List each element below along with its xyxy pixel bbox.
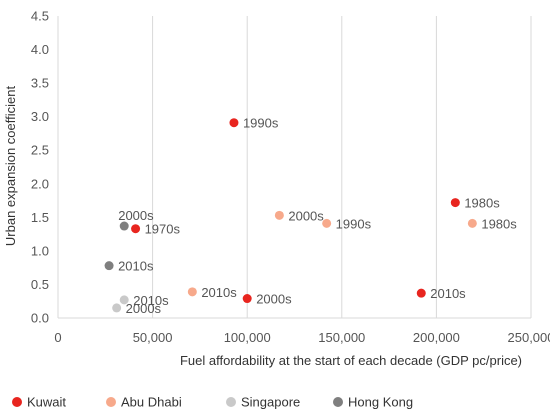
x-tick-label: 100,000	[224, 330, 271, 345]
data-point	[450, 198, 460, 208]
legend: Kuwait Abu Dhabi Singapore Hong Kong	[12, 395, 413, 410]
legend-marker	[12, 397, 22, 407]
legend-label: Kuwait	[27, 395, 66, 410]
y-tick-label: 1.0	[31, 243, 49, 258]
y-tick-label: 0.0	[31, 311, 49, 326]
data-point	[187, 287, 197, 297]
legend-label: Abu Dhabi	[121, 395, 182, 410]
data-point	[131, 224, 141, 234]
data-point	[242, 294, 252, 304]
point-label: 1990s	[243, 116, 279, 131]
point-label: 2000s	[256, 292, 292, 307]
y-tick-label: 4.0	[31, 42, 49, 57]
y-tick-label: 2.5	[31, 143, 49, 158]
point-label: 2000s	[288, 208, 324, 223]
point-label: 1980s	[464, 196, 500, 211]
point-label: 2010s	[201, 285, 237, 300]
data-point	[416, 288, 426, 298]
point-label: 2010s	[430, 286, 466, 301]
y-tick-label: 2.0	[31, 176, 49, 191]
point-label: 1980s	[481, 216, 517, 231]
legend-marker	[106, 397, 116, 407]
x-tick-label: 200,000	[413, 330, 460, 345]
y-axis-ticks: 0.0 0.5 1.0 1.5 2.0 2.5 3.0 3.5 4.0 4.5	[31, 9, 49, 326]
data-point	[229, 118, 239, 128]
data-point	[119, 221, 129, 231]
point-label: 2010s	[133, 293, 169, 308]
x-axis-title: Fuel affordability at the start of each …	[180, 353, 522, 368]
data-point	[467, 218, 477, 228]
y-tick-label: 3.0	[31, 109, 49, 124]
y-tick-label: 1.5	[31, 210, 49, 225]
x-tick-label: 0	[54, 330, 61, 345]
grid-lines	[57, 16, 532, 319]
x-tick-label: 250,000	[508, 330, 550, 345]
point-label: 1970s	[145, 222, 181, 237]
x-tick-label: 150,000	[318, 330, 365, 345]
point-label: 2000s	[126, 301, 162, 316]
y-tick-label: 0.5	[31, 277, 49, 292]
y-axis-title: Urban expansion coefficient	[3, 86, 18, 247]
data-point	[274, 210, 284, 220]
y-tick-label: 4.5	[31, 9, 49, 24]
y-tick-label: 3.5	[31, 76, 49, 91]
legend-marker	[333, 397, 343, 407]
data-point	[322, 218, 332, 228]
point-label: 2010s	[118, 259, 154, 274]
legend-marker	[226, 397, 236, 407]
x-axis-ticks: 0 50,000 100,000 150,000 200,000 250,000	[54, 330, 550, 345]
data-point	[112, 303, 122, 313]
legend-label: Hong Kong	[348, 395, 413, 410]
data-point	[119, 295, 129, 305]
point-label: 2000s	[118, 208, 154, 223]
x-tick-label: 50,000	[133, 330, 173, 345]
point-label: 1990s	[336, 216, 372, 231]
data-point	[104, 261, 114, 271]
legend-label: Singapore	[241, 395, 300, 410]
